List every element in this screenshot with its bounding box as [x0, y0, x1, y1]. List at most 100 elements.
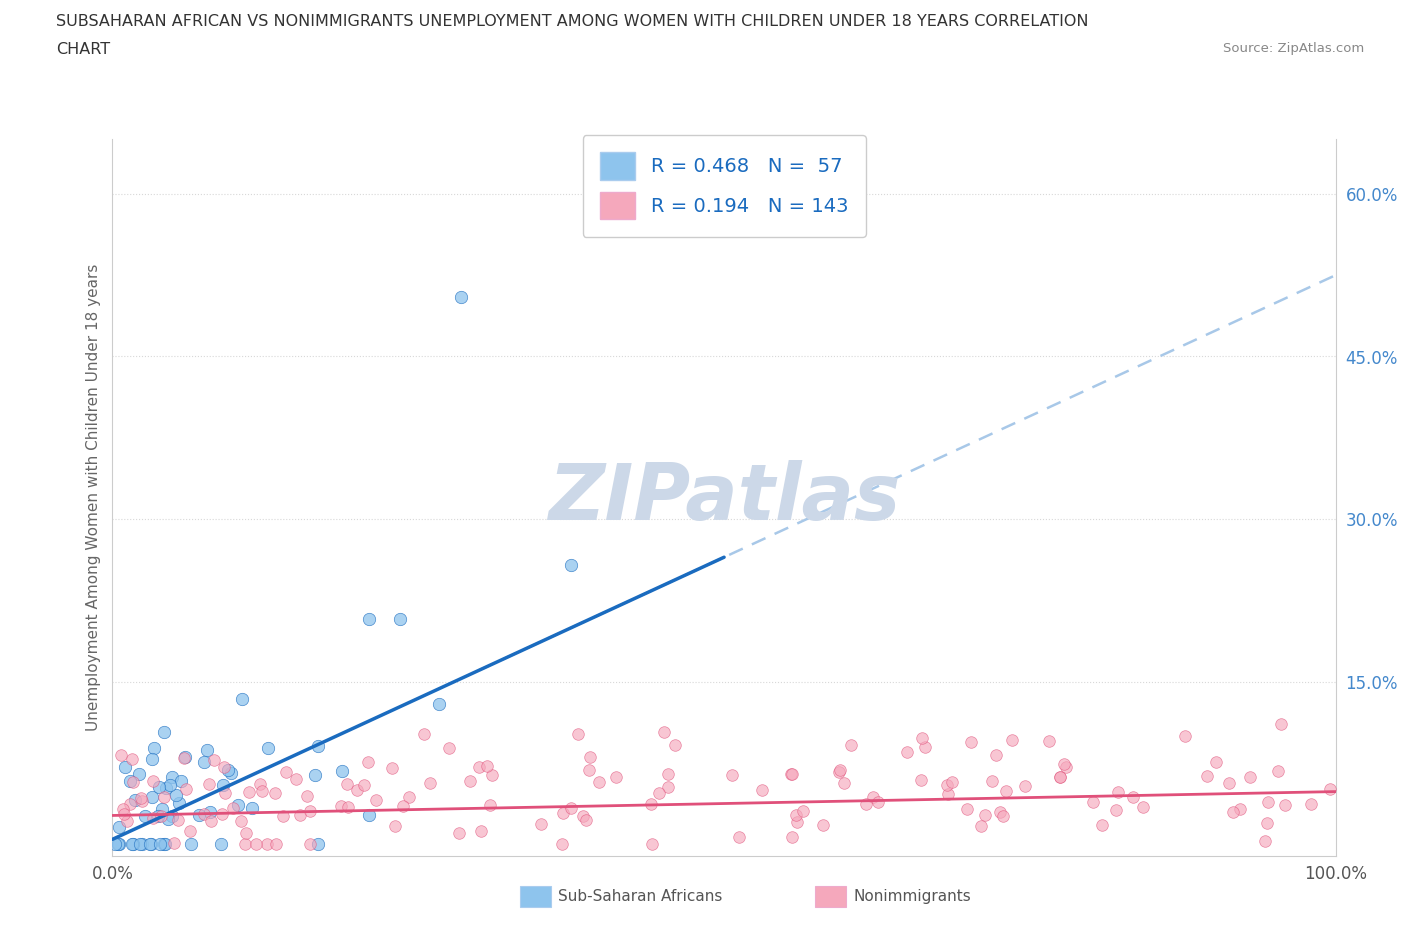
Point: [1267, 764, 1289, 779]
Point: [1218, 776, 1240, 790]
Point: [832, 776, 855, 790]
Point: [1001, 732, 1024, 747]
Point: [146, 808, 169, 823]
Point: [346, 783, 368, 798]
Text: ZIPatlas: ZIPatlas: [548, 459, 900, 536]
Point: [271, 809, 294, 824]
Point: [1174, 728, 1197, 743]
Point: [828, 764, 851, 779]
Point: [202, 752, 225, 767]
Point: [413, 726, 436, 741]
Point: [149, 836, 172, 851]
Point: [1049, 770, 1071, 785]
Point: [330, 799, 353, 814]
Point: [779, 766, 801, 781]
Point: [560, 800, 582, 815]
Point: [153, 836, 176, 851]
Point: [664, 738, 686, 753]
Point: [231, 814, 253, 829]
Point: [142, 811, 165, 826]
Point: [174, 781, 197, 796]
Point: [112, 802, 135, 817]
Point: [169, 773, 191, 788]
Point: [981, 774, 1004, 789]
Point: [330, 764, 353, 778]
Point: [160, 809, 183, 824]
Point: [862, 790, 884, 804]
Point: [1049, 769, 1071, 784]
Point: [1197, 769, 1219, 784]
Point: [855, 796, 877, 811]
Point: [588, 775, 610, 790]
Point: [578, 763, 600, 777]
Point: [200, 813, 222, 828]
Point: [337, 799, 360, 814]
Point: [238, 784, 260, 799]
Point: [193, 755, 215, 770]
Point: [150, 802, 173, 817]
Point: [1319, 782, 1341, 797]
Point: [288, 808, 311, 823]
Point: [118, 774, 141, 789]
Point: [226, 798, 249, 813]
Point: [276, 764, 298, 779]
Point: [231, 692, 253, 707]
Point: [839, 737, 862, 752]
Point: [160, 769, 183, 784]
Point: [304, 767, 326, 782]
Point: [187, 807, 209, 822]
Point: [129, 790, 152, 805]
Point: [1038, 734, 1060, 749]
Point: [155, 780, 177, 795]
Point: [121, 836, 143, 851]
Point: [785, 807, 807, 822]
Point: [956, 802, 979, 817]
Point: [392, 799, 415, 814]
Point: [235, 825, 257, 840]
Point: [458, 774, 481, 789]
Point: [112, 806, 135, 821]
Point: [450, 289, 472, 304]
Point: [936, 787, 959, 802]
Point: [1105, 803, 1128, 817]
Point: [307, 836, 329, 851]
Point: [198, 804, 221, 819]
Point: [157, 811, 180, 826]
Point: [995, 784, 1018, 799]
Point: [419, 776, 441, 790]
Point: [914, 739, 936, 754]
Point: [970, 818, 993, 833]
Point: [384, 819, 406, 834]
Point: [439, 741, 461, 756]
Point: [121, 751, 143, 766]
Point: [142, 774, 165, 789]
Point: [640, 796, 662, 811]
Point: [572, 808, 595, 823]
Point: [481, 768, 503, 783]
Point: [222, 801, 245, 816]
Point: [118, 796, 141, 811]
Point: [868, 794, 890, 809]
Point: [173, 751, 195, 765]
Point: [240, 801, 263, 816]
Point: [264, 785, 287, 800]
Point: [560, 557, 582, 572]
Point: [1205, 755, 1227, 770]
Point: [648, 785, 671, 800]
Point: [973, 807, 995, 822]
Point: [153, 836, 176, 851]
Point: [828, 763, 851, 777]
Point: [139, 836, 162, 851]
Point: [249, 777, 271, 792]
Point: [299, 804, 322, 818]
Point: [107, 836, 129, 851]
Point: [122, 775, 145, 790]
Point: [1239, 769, 1261, 784]
Point: [1299, 797, 1322, 812]
Point: [153, 790, 176, 804]
Point: [217, 762, 239, 777]
Point: [936, 778, 959, 793]
Point: [1274, 797, 1296, 812]
Point: [780, 830, 803, 844]
Point: [468, 760, 491, 775]
